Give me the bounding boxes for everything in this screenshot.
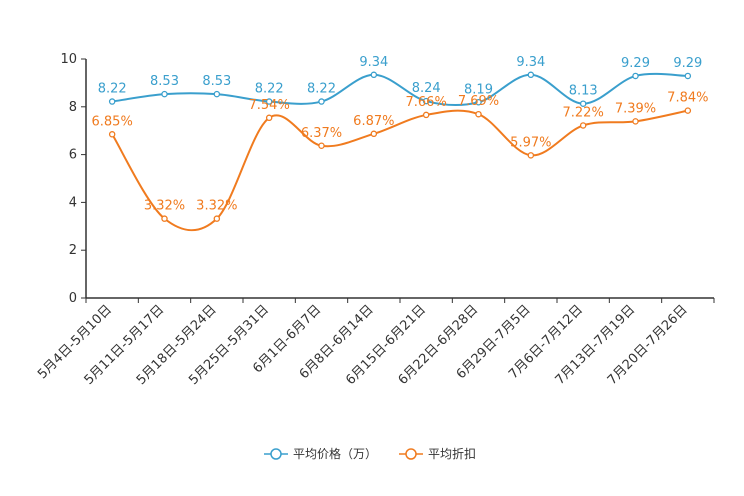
data-point <box>318 98 325 105</box>
data-point <box>475 99 482 106</box>
data-label: 3.32% <box>144 199 185 214</box>
data-labels: 8.22 8.53 8.53 8.22 8.22 9.34 8.24 8.19 9.34 8.13… <box>92 55 709 214</box>
data-label: 6.87% <box>353 114 394 129</box>
data-point <box>161 90 168 98</box>
legend-marker <box>270 448 282 460</box>
data-label: 7.66% <box>406 95 447 110</box>
legend-label: 平均价格（万） <box>293 446 377 461</box>
data-label: 8.53 <box>202 74 231 89</box>
data-label: 3.32% <box>196 199 237 214</box>
legend-item-0[interactable]: 平均价格（万） <box>264 446 377 461</box>
data-point <box>527 71 535 79</box>
data-point <box>265 114 273 122</box>
data-point <box>684 72 692 80</box>
data-point <box>265 98 273 105</box>
data-point <box>422 97 430 105</box>
y-tick-label: 8 <box>69 100 77 115</box>
data-label: 7.39% <box>615 101 656 116</box>
data-point <box>108 131 116 138</box>
data-label: 8.22 <box>255 82 284 97</box>
data-label: 8.22 <box>98 82 127 97</box>
data-point <box>475 110 482 118</box>
data-point <box>579 100 587 107</box>
data-point <box>370 71 378 79</box>
data-point <box>527 152 535 159</box>
legend-label: 平均折扣 <box>428 446 476 461</box>
y-tick-label: 6 <box>69 148 77 163</box>
data-point <box>632 118 639 125</box>
data-point <box>108 98 116 105</box>
data-label: 6.85% <box>92 114 133 129</box>
data-label: 7.69% <box>458 94 499 109</box>
data-label: 8.24 <box>412 81 441 96</box>
data-label: 9.29 <box>621 56 650 71</box>
data-label: 7.84% <box>667 91 708 106</box>
data-label: 9.29 <box>673 56 702 71</box>
data-point <box>370 130 378 138</box>
data-point <box>632 72 639 80</box>
data-point <box>422 111 430 119</box>
data-label: 5.97% <box>510 135 551 150</box>
data-label: 9.34 <box>516 55 545 70</box>
data-point <box>579 122 587 129</box>
series-line-0 <box>112 72 688 107</box>
axes: 02468105月4日-5月10日5月11日-5月17日5月18日-5月24日5… <box>35 52 715 388</box>
data-label: 9.34 <box>359 55 388 70</box>
data-label: 8.22 <box>307 82 336 97</box>
y-tick-label: 10 <box>60 52 77 67</box>
data-label: 7.22% <box>563 105 604 120</box>
data-point <box>318 142 325 150</box>
data-point <box>213 215 221 222</box>
data-label: 7.54% <box>249 98 290 113</box>
data-label: 8.13 <box>569 84 598 99</box>
data-label: 8.53 <box>150 74 179 89</box>
legend[interactable]: 平均价格（万） 平均折扣 <box>264 446 476 461</box>
y-tick-label: 2 <box>69 243 77 258</box>
data-label: 8.19 <box>464 82 493 97</box>
data-point <box>684 107 692 114</box>
data-label: 6.37% <box>301 126 342 141</box>
legend-marker <box>405 448 417 460</box>
y-tick-label: 0 <box>69 291 77 306</box>
data-point <box>161 215 168 222</box>
legend-item-1[interactable]: 平均折扣 <box>399 446 476 461</box>
y-tick-label: 4 <box>69 195 77 210</box>
series-points <box>108 71 692 222</box>
data-point <box>213 90 221 98</box>
